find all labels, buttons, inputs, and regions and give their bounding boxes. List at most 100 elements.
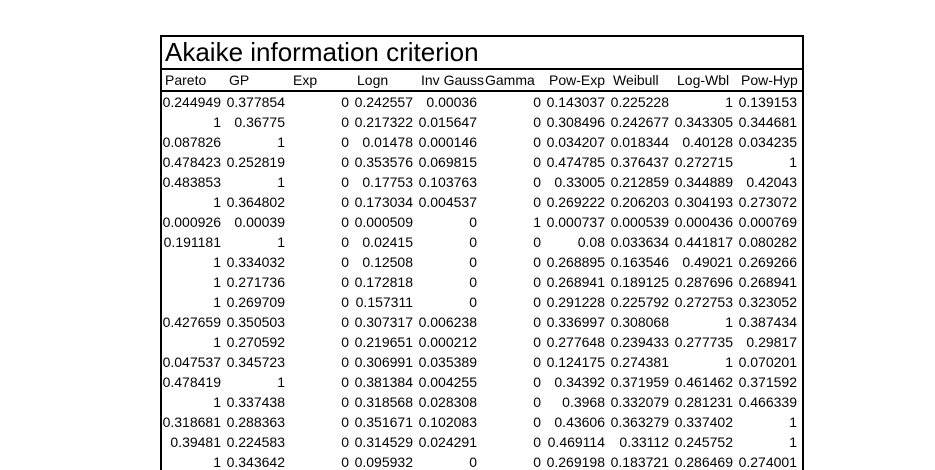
- table-cell[interactable]: 0.004255: [418, 374, 477, 390]
- table-cell[interactable]: 0.308068: [610, 314, 669, 330]
- table-cell[interactable]: 0: [533, 114, 541, 130]
- table-cell[interactable]: 0.000926: [162, 214, 221, 230]
- table-cell[interactable]: 1: [213, 114, 221, 130]
- table-cell[interactable]: 1: [213, 254, 221, 270]
- table-cell[interactable]: 0: [533, 274, 541, 290]
- table-cell[interactable]: 0.033634: [610, 234, 669, 250]
- table-cell[interactable]: 0.239433: [610, 334, 669, 350]
- table-cell[interactable]: 1: [789, 414, 797, 430]
- table-cell[interactable]: 0.163546: [610, 254, 669, 270]
- table-cell[interactable]: 0.143037: [546, 94, 605, 110]
- table-cell[interactable]: 0: [533, 254, 541, 270]
- table-cell[interactable]: 0.139153: [738, 94, 797, 110]
- table-cell[interactable]: 0.191181: [163, 234, 221, 250]
- table-cell[interactable]: 0.39481: [170, 434, 221, 450]
- table-cell[interactable]: 0.070201: [738, 354, 797, 370]
- column-header-logn[interactable]: Logn: [357, 72, 389, 88]
- table-cell[interactable]: 0.461462: [674, 374, 733, 390]
- table-cell[interactable]: 0.364802: [226, 194, 285, 210]
- table-cell[interactable]: 0.274001: [738, 454, 797, 470]
- table-cell[interactable]: 0.268941: [738, 274, 797, 290]
- table-cell[interactable]: 1: [277, 234, 285, 250]
- table-cell[interactable]: 1: [213, 294, 221, 310]
- table-cell[interactable]: 0.000146: [418, 134, 477, 150]
- table-cell[interactable]: 0.189125: [610, 274, 669, 290]
- table-cell[interactable]: 0.269709: [226, 294, 285, 310]
- table-cell[interactable]: 0: [469, 294, 477, 310]
- table-cell[interactable]: 0.08: [577, 234, 605, 250]
- table-cell[interactable]: 0.478419: [162, 374, 221, 390]
- table-cell[interactable]: 0: [341, 314, 349, 330]
- table-cell[interactable]: 0.000436: [674, 214, 733, 230]
- table-cell[interactable]: 0.29817: [746, 334, 797, 350]
- table-cell[interactable]: 0.40128: [682, 134, 733, 150]
- table-cell[interactable]: 0.288363: [226, 414, 285, 430]
- table-cell[interactable]: 0: [469, 234, 477, 250]
- table-cell[interactable]: 0.000539: [610, 214, 669, 230]
- table-cell[interactable]: 0.371959: [610, 374, 669, 390]
- table-cell[interactable]: 0.277648: [546, 334, 605, 350]
- table-cell[interactable]: 0.157311: [355, 294, 413, 310]
- table-cell[interactable]: 0: [341, 214, 349, 230]
- column-header-inv-gauss[interactable]: Inv Gauss: [421, 72, 485, 88]
- table-cell[interactable]: 0.376437: [610, 154, 669, 170]
- table-cell[interactable]: 0.015647: [418, 114, 477, 130]
- table-cell[interactable]: 0.269198: [546, 454, 605, 470]
- table-cell[interactable]: 1: [725, 354, 733, 370]
- table-cell[interactable]: 0.000769: [738, 214, 797, 230]
- table-cell[interactable]: 0.034235: [738, 134, 797, 150]
- table-cell[interactable]: 0.483853: [162, 174, 221, 190]
- table-cell[interactable]: 0.363279: [610, 414, 669, 430]
- table-cell[interactable]: 0: [341, 374, 349, 390]
- table-cell[interactable]: 0.087826: [162, 134, 221, 150]
- table-cell[interactable]: 0.01478: [362, 134, 413, 150]
- table-cell[interactable]: 0: [469, 254, 477, 270]
- table-cell[interactable]: 0.351671: [354, 414, 413, 430]
- table-cell[interactable]: 1: [213, 454, 221, 470]
- table-cell[interactable]: 0: [533, 374, 541, 390]
- table-cell[interactable]: 0.350503: [226, 314, 285, 330]
- table-cell[interactable]: 0.225792: [610, 294, 669, 310]
- table-cell[interactable]: 1: [533, 214, 541, 230]
- table-cell[interactable]: 0: [341, 354, 349, 370]
- table-cell[interactable]: 0: [533, 434, 541, 450]
- table-cell[interactable]: 0.49021: [682, 254, 733, 270]
- table-cell[interactable]: 0: [341, 194, 349, 210]
- table-cell[interactable]: 0.000737: [546, 214, 605, 230]
- table-cell[interactable]: 0.018344: [610, 134, 669, 150]
- table-cell[interactable]: 0.244949: [162, 94, 221, 110]
- table-cell[interactable]: 0: [341, 94, 349, 110]
- table-cell[interactable]: 0.047537: [162, 354, 221, 370]
- table-cell[interactable]: 0: [533, 414, 541, 430]
- table-cell[interactable]: 0.427659: [162, 314, 221, 330]
- table-cell[interactable]: 0.273072: [738, 194, 797, 210]
- table-cell[interactable]: 0.33112: [619, 434, 669, 450]
- table-cell[interactable]: 0.000212: [418, 334, 477, 350]
- table-cell[interactable]: 0: [341, 254, 349, 270]
- table-cell[interactable]: 0: [341, 414, 349, 430]
- table-cell[interactable]: 0.217322: [354, 114, 413, 130]
- table-cell[interactable]: 0.080282: [738, 234, 797, 250]
- table-cell[interactable]: 1: [725, 94, 733, 110]
- column-header-log-wbl[interactable]: Log-Wbl: [677, 72, 730, 88]
- table-cell[interactable]: 0.314529: [354, 434, 413, 450]
- table-cell[interactable]: 0.272715: [674, 154, 733, 170]
- table-cell[interactable]: 0.281231: [674, 394, 733, 410]
- table-cell[interactable]: 0.004537: [418, 194, 477, 210]
- table-cell[interactable]: 0.270592: [226, 334, 285, 350]
- table-cell[interactable]: 0.478423: [162, 154, 221, 170]
- table-cell[interactable]: 0: [533, 134, 541, 150]
- column-header-exp[interactable]: Exp: [293, 72, 318, 88]
- table-cell[interactable]: 0: [533, 394, 541, 410]
- table-cell[interactable]: 0.336997: [546, 314, 605, 330]
- table-cell[interactable]: 0.343305: [674, 114, 733, 130]
- table-cell[interactable]: 0.00036: [426, 94, 477, 110]
- table-cell[interactable]: 0.034207: [546, 134, 605, 150]
- table-cell[interactable]: 0.028308: [418, 394, 477, 410]
- column-header-gp[interactable]: GP: [229, 72, 250, 88]
- table-cell[interactable]: 0.269266: [738, 254, 797, 270]
- table-cell[interactable]: 0.43606: [554, 414, 605, 430]
- table-cell[interactable]: 0.17753: [362, 174, 413, 190]
- table-cell[interactable]: 0.277735: [674, 334, 733, 350]
- table-cell[interactable]: 0.183721: [610, 454, 669, 470]
